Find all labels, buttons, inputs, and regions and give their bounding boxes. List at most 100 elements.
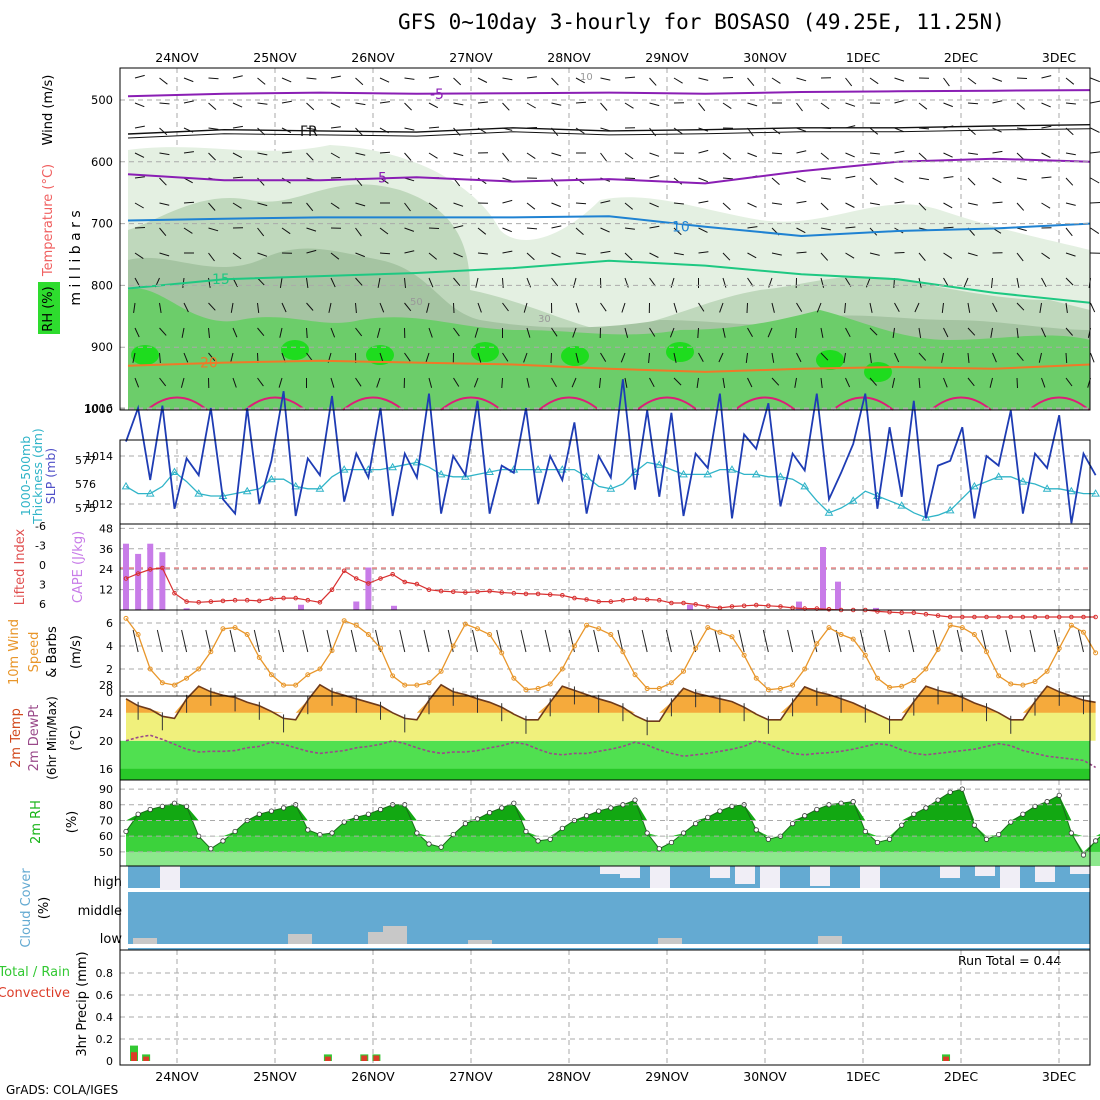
- wind-barb: [820, 352, 829, 361]
- wind-barb: [914, 302, 920, 313]
- wind-barb: [722, 252, 731, 261]
- wind-barb: [208, 302, 216, 311]
- wind-barb: [624, 277, 629, 288]
- wind-barb: [894, 201, 905, 204]
- wind-barb: [967, 127, 976, 135]
- surface-wind-barbs: [132, 629, 1084, 653]
- y-label-rh2m: 2m RH: [29, 800, 44, 844]
- lifted-index-marker: [281, 595, 286, 601]
- wind-barb: [892, 327, 895, 338]
- rh-band-90: [561, 346, 589, 366]
- lifted-index-marker: [596, 599, 601, 604]
- wind-barb: [918, 352, 927, 361]
- surface-wind-barb: [375, 629, 382, 653]
- wind-barb: [575, 202, 587, 205]
- rh2m-marker: [596, 808, 602, 814]
- pressure-tick-label: 900: [91, 340, 113, 354]
- y-label-cloud: Cloud Cover: [19, 868, 34, 948]
- wind-barb: [768, 277, 773, 288]
- wind-barb: [1065, 302, 1068, 313]
- wind-speed-marker: [753, 675, 759, 681]
- wind-barb: [306, 302, 314, 311]
- wind-barb: [1065, 252, 1076, 257]
- thickness-marker: [1066, 486, 1076, 495]
- wind-barb: [134, 327, 140, 338]
- surface-wind-barb: [471, 629, 478, 653]
- rh2m-marker: [147, 806, 153, 813]
- wind-speed-marker: [256, 655, 262, 660]
- rh2m-marker: [1056, 792, 1062, 798]
- wind-barb: [257, 227, 265, 237]
- isotherm-freezing: [127, 124, 1091, 135]
- isotherm-label: 10: [672, 220, 690, 236]
- wind-speed-marker: [656, 686, 662, 692]
- rh2m-marker: [911, 811, 917, 817]
- wind-barb: [722, 177, 734, 180]
- wind-speed-marker: [184, 675, 190, 681]
- wind-barb: [257, 252, 268, 257]
- rh2m-marker: [462, 821, 468, 827]
- rh2m-marker: [511, 800, 517, 806]
- thickness-marker: [267, 474, 276, 483]
- wind-barb: [281, 302, 287, 313]
- wind-barb: [159, 152, 170, 156]
- isotherm-25: [636, 396, 698, 411]
- li-tick-label: 0: [39, 559, 46, 572]
- wind-speed-line: [125, 618, 1097, 691]
- rh2m-marker: [826, 802, 832, 808]
- pressure-tick-label: 1000: [84, 402, 113, 416]
- wind-barb: [575, 352, 579, 363]
- wind-barb: [624, 327, 629, 338]
- high-cloud-gap: [760, 866, 780, 888]
- wind-barb: [523, 302, 528, 313]
- wind-barb: [649, 102, 660, 107]
- cape-bar: [796, 601, 802, 610]
- wind-speed-marker: [947, 622, 953, 628]
- wind-speed-marker: [668, 680, 674, 686]
- thickness-marker: [242, 486, 252, 495]
- wind-speed-marker: [402, 682, 408, 688]
- wind-barb: [943, 152, 953, 158]
- rh-band-70: [128, 288, 1090, 410]
- lifted-index-marker: [1008, 614, 1014, 620]
- lifted-index-marker: [293, 595, 298, 601]
- surface-wind-barb: [859, 629, 866, 653]
- wind-barb: [600, 352, 607, 362]
- precip-tick-label: 0.8: [96, 967, 114, 980]
- wind-barb: [257, 202, 268, 207]
- wind-barb: [698, 149, 709, 154]
- wind-speed-marker: [414, 682, 420, 688]
- lifted-index-marker: [1020, 614, 1026, 620]
- surface-wind-barb: [932, 629, 939, 653]
- wind-barb: [208, 252, 215, 262]
- date-label-bottom: 25NOV: [253, 1069, 297, 1084]
- wind-speed-marker: [474, 626, 480, 632]
- wind-barb: [796, 177, 806, 183]
- wind-barb: [1041, 152, 1051, 158]
- wind-barb: [134, 377, 140, 388]
- chart-title: GFS 0~10day 3-hourly for BOSASO (49.25E,…: [398, 10, 1005, 34]
- wind-barb: [134, 227, 146, 229]
- wind-barb: [820, 327, 824, 338]
- rh2m-marker: [220, 838, 226, 844]
- lifted-index-marker: [341, 568, 347, 574]
- surface-wind-barb: [908, 629, 915, 653]
- rh2m-tick-label: 90: [99, 783, 113, 796]
- y-label-rh2m: (%): [65, 811, 80, 834]
- wind-barb: [894, 302, 900, 312]
- wind-barb: [673, 302, 678, 313]
- surface-wind-barb: [496, 629, 503, 653]
- wind-barb: [428, 202, 438, 210]
- wind-barb: [453, 152, 464, 157]
- wind-barb: [600, 152, 607, 162]
- wind-barb: [257, 102, 268, 105]
- wind-barb: [1041, 252, 1050, 260]
- rh-contour-label: 10: [580, 72, 593, 83]
- wind-barb: [551, 77, 559, 86]
- wind-barb: [722, 327, 726, 338]
- wind-barb: [624, 377, 628, 388]
- wind-barb: [621, 302, 626, 313]
- wind-barb: [232, 102, 243, 108]
- wind-barb: [941, 352, 944, 363]
